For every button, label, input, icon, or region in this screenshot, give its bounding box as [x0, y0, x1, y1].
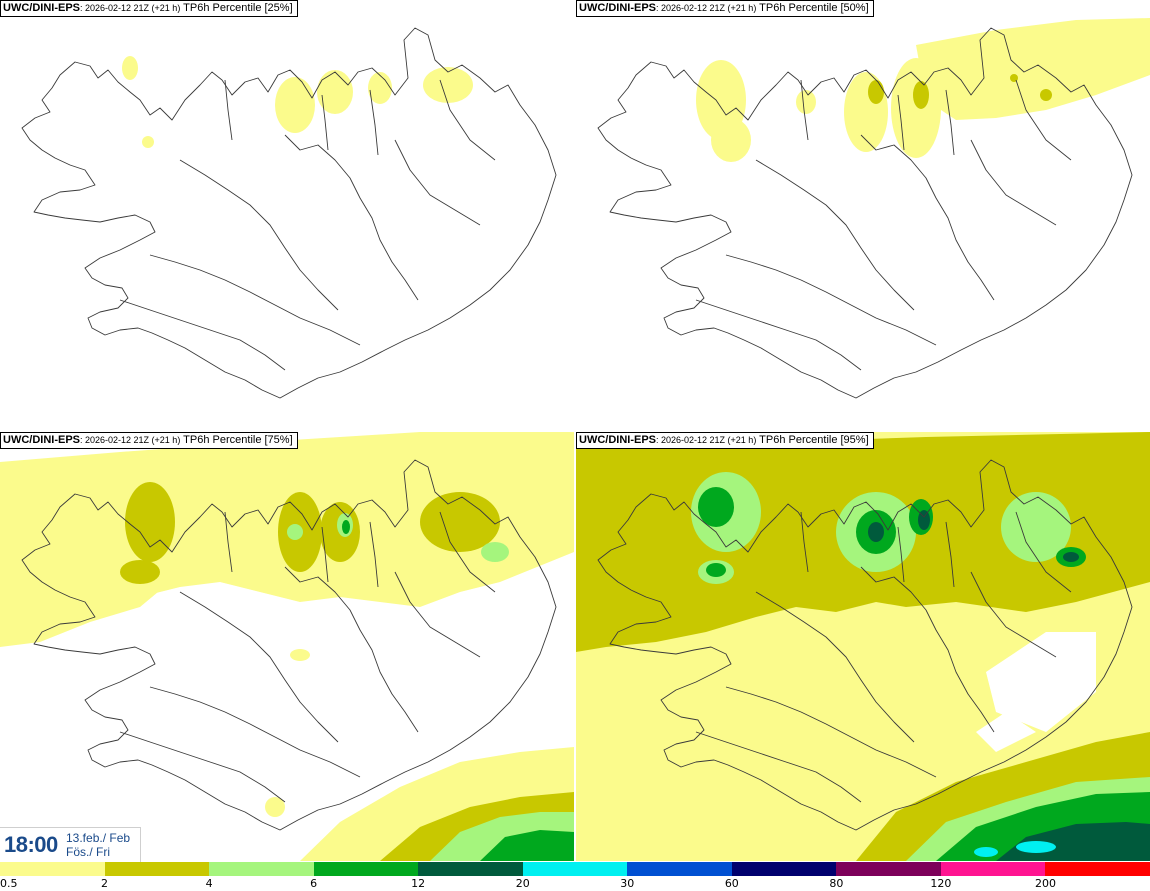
- run-info: : 2026-02-12 21Z (+21 h): [80, 435, 181, 445]
- map-panel-p75: UWC/DINI-EPS: 2026-02-12 21Z (+21 h) TP6…: [0, 432, 574, 861]
- panel-title: UWC/DINI-EPS: 2026-02-12 21Z (+21 h) TP6…: [0, 0, 298, 17]
- colorbar-label: 200: [1034, 877, 1056, 890]
- precip-map-p75: [0, 432, 574, 861]
- colorbar-segment: [209, 862, 314, 876]
- field-name: TP6h Percentile [50%]: [756, 2, 869, 14]
- colorbar-label: 120: [930, 877, 952, 890]
- precip-map-p95: [576, 432, 1150, 861]
- precip-shading: [576, 432, 1150, 861]
- run-info: : 2026-02-12 21Z (+21 h): [656, 435, 757, 445]
- map-panel-p25: UWC/DINI-EPS: 2026-02-12 21Z (+21 h) TP6…: [0, 0, 574, 429]
- field-name: TP6h Percentile [75%]: [180, 434, 293, 446]
- colorbar-label: 20: [515, 877, 530, 890]
- colorbar-segment: [836, 862, 941, 876]
- field-name: TP6h Percentile [25%]: [180, 2, 293, 14]
- precip-map-p50: [597, 18, 1150, 399]
- colorbar-label: 0.5: [0, 877, 18, 890]
- precip-shading: [122, 56, 473, 148]
- colorbar-segment: [731, 862, 837, 876]
- colorbar-segment: [104, 862, 210, 876]
- colorbar-segment: [940, 862, 1046, 876]
- colorbar-label: 80: [829, 877, 844, 890]
- run-info: : 2026-02-12 21Z (+21 h): [656, 3, 757, 13]
- field-name: TP6h Percentile [95%]: [756, 434, 869, 446]
- precip-map-p25: [21, 27, 557, 399]
- colorbar: [0, 862, 1150, 876]
- colorbar-label: 4: [205, 877, 213, 890]
- panel-title: UWC/DINI-EPS: 2026-02-12 21Z (+21 h) TP6…: [576, 0, 874, 17]
- panel-title: UWC/DINI-EPS: 2026-02-12 21Z (+21 h) TP6…: [576, 432, 874, 449]
- colorbar-segment: [313, 862, 419, 876]
- model-name: UWC/DINI-EPS: [3, 2, 80, 14]
- colorbar-label: 6: [310, 877, 318, 890]
- valid-date-line: 13.feb./ Feb: [66, 831, 131, 845]
- valid-time-box: 18:00 13.feb./ Feb Fös./ Fri: [0, 827, 141, 863]
- colorbar-segment: [522, 862, 628, 876]
- colorbar-segment: [627, 862, 732, 876]
- valid-day-line: Fös./ Fri: [66, 845, 110, 859]
- panel-title: UWC/DINI-EPS: 2026-02-12 21Z (+21 h) TP6…: [0, 432, 298, 449]
- model-name: UWC/DINI-EPS: [579, 2, 656, 14]
- map-panel-p50: UWC/DINI-EPS: 2026-02-12 21Z (+21 h) TP6…: [576, 0, 1150, 429]
- colorbar-labels: 0.5 2 4 6 12 20 30 60 80 120 200: [0, 876, 1150, 891]
- colorbar-segment: [0, 862, 105, 876]
- valid-time: 18:00: [4, 832, 58, 857]
- valid-date: 13.feb./ Feb Fös./ Fri: [66, 831, 130, 859]
- map-panel-p95: UWC/DINI-EPS: 2026-02-12 21Z (+21 h) TP6…: [576, 432, 1150, 861]
- panel-separator-horizontal: [0, 429, 1150, 432]
- colorbar-segment: [1045, 862, 1150, 876]
- colorbar-label: 2: [101, 877, 109, 890]
- colorbar-label: 30: [620, 877, 635, 890]
- model-name: UWC/DINI-EPS: [3, 434, 80, 446]
- model-name: UWC/DINI-EPS: [579, 434, 656, 446]
- precip-shading: [0, 432, 574, 861]
- colorbar-label: 60: [724, 877, 739, 890]
- colorbar-label: 12: [411, 877, 426, 890]
- precip-shading: [696, 18, 1150, 162]
- run-info: : 2026-02-12 21Z (+21 h): [80, 3, 181, 13]
- colorbar-segment: [418, 862, 523, 876]
